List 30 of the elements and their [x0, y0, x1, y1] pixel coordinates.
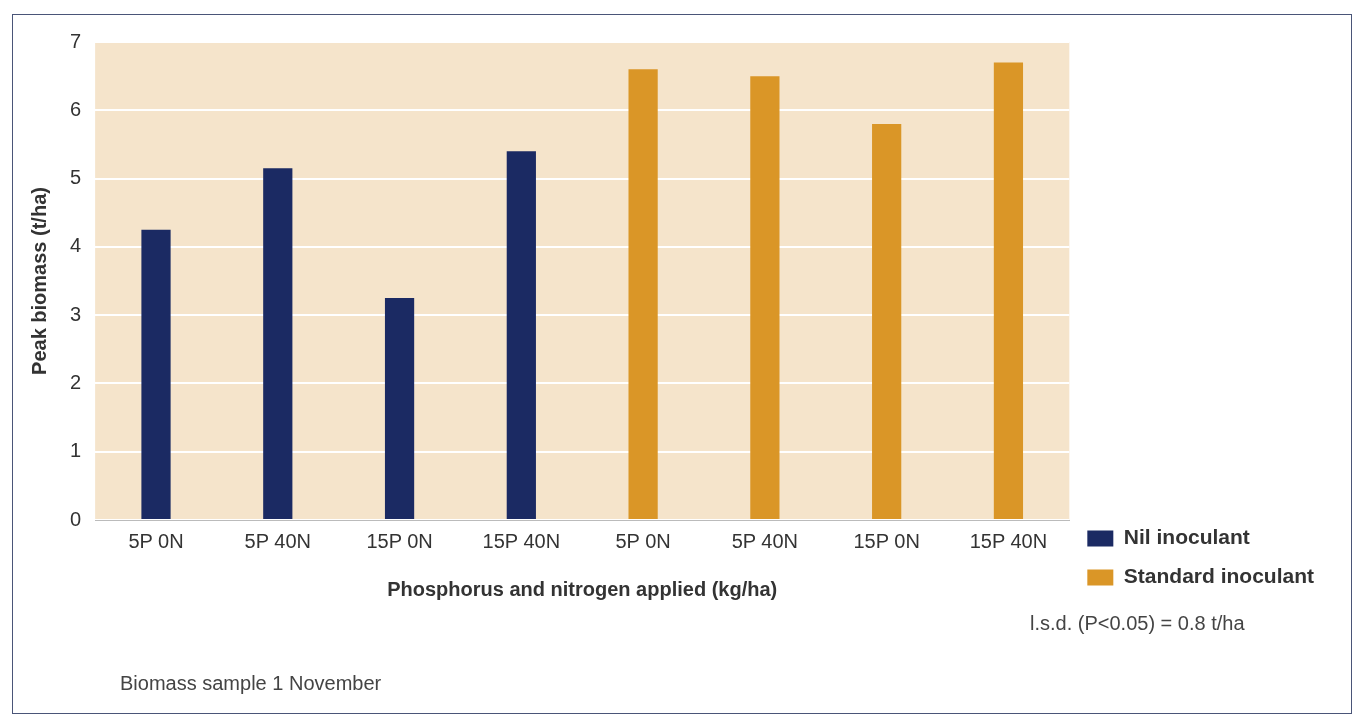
legend-label: Nil inoculant	[1123, 525, 1250, 549]
bar	[384, 298, 415, 519]
x-tick-label: 5P 40N	[731, 529, 799, 552]
x-tick-label: 5P 40N	[244, 529, 311, 552]
legend-label: Standard inoculant	[1123, 564, 1315, 588]
y-tick-label: 5	[70, 166, 82, 189]
bar	[263, 168, 293, 519]
x-tick-label: 15P 40N	[969, 529, 1048, 552]
y-tick-label: 7	[70, 29, 82, 52]
text: Biomass sample 1 November	[120, 672, 382, 695]
y-tick-label: 0	[70, 507, 82, 530]
y-tick-label: 6	[70, 97, 82, 120]
bar	[750, 76, 780, 519]
x-tick-label: 15P 0N	[366, 529, 433, 552]
bar	[141, 229, 171, 519]
bar	[506, 151, 536, 519]
x-tick-label: 5P 0N	[615, 529, 671, 552]
x-axis-title: Phosphorus and nitrogen applied (kg/ha)	[387, 577, 778, 600]
x-tick-label: 5P 0N	[128, 529, 184, 552]
bar	[993, 62, 1024, 519]
x-tick-label: 15P 40N	[482, 529, 561, 552]
text: l.s.d. (P<0.05) = 0.8 t/ha	[1030, 612, 1245, 635]
x-tick-label: 15P 0N	[853, 529, 920, 552]
y-tick-label: 1	[70, 439, 82, 462]
y-axis-title: Peak biomass (t/ha)	[27, 187, 50, 375]
bar	[628, 69, 658, 519]
y-tick-label: 4	[70, 234, 82, 257]
y-tick-label: 2	[70, 370, 82, 393]
bar	[872, 123, 902, 519]
y-tick-label: 3	[70, 302, 82, 325]
